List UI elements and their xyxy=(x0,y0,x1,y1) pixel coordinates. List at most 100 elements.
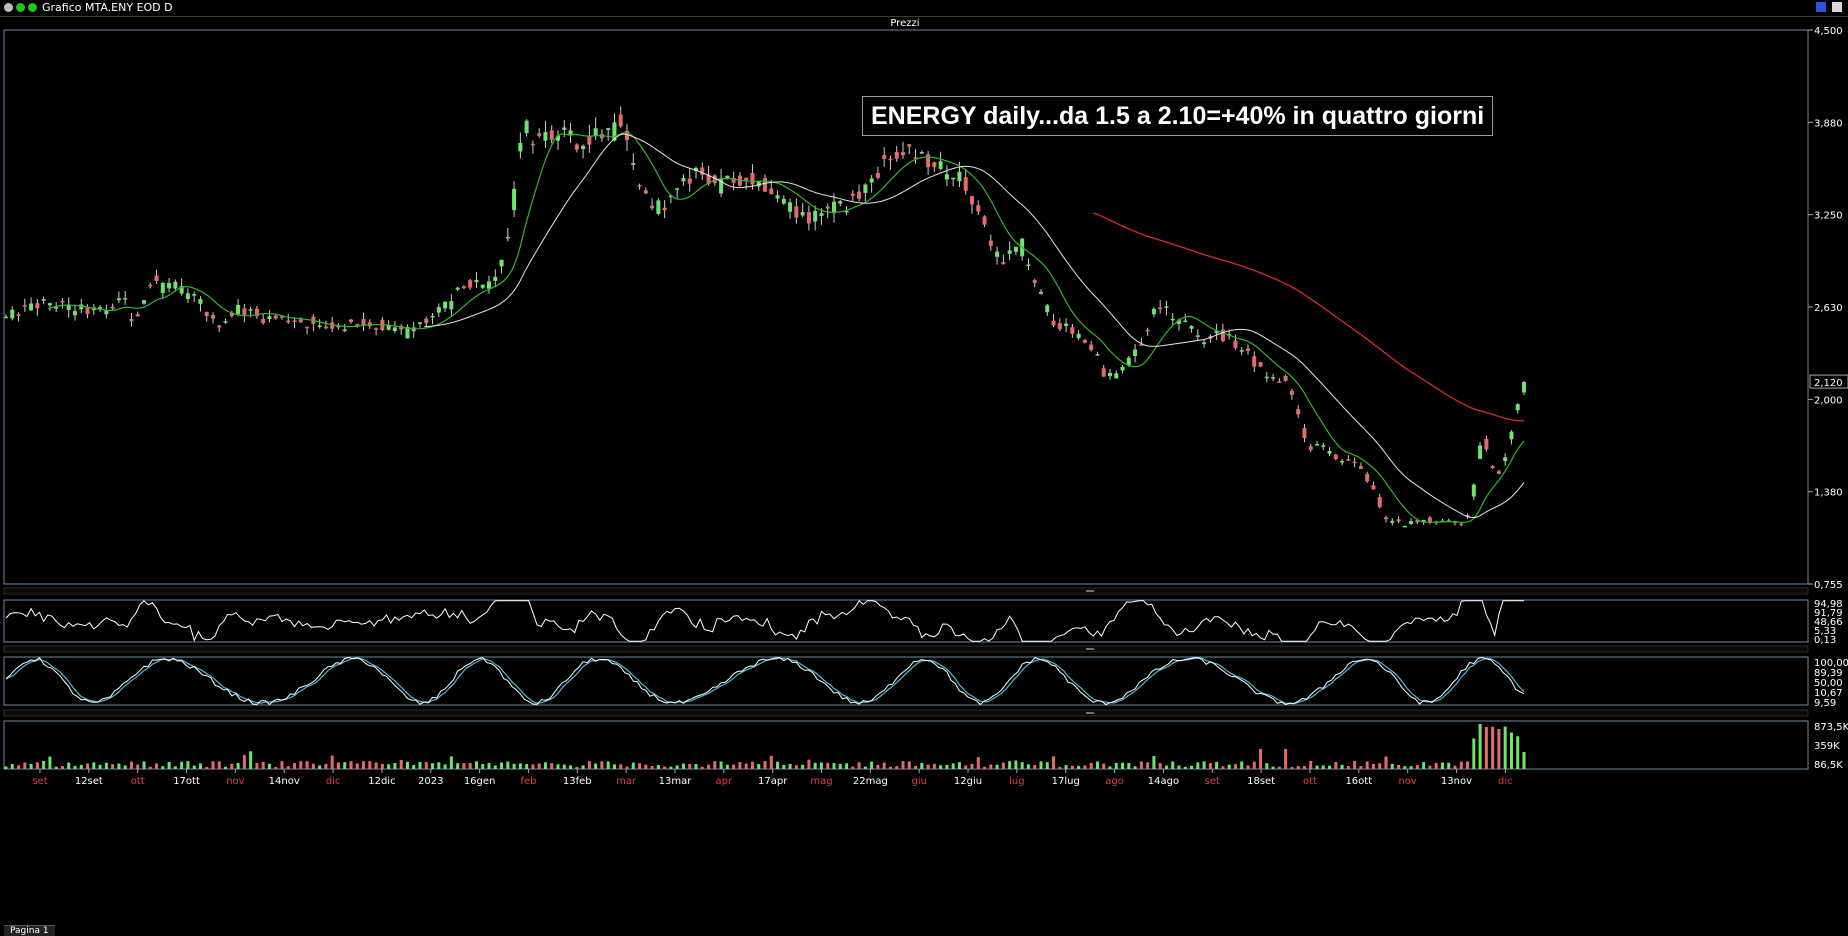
volume-bar xyxy=(1428,765,1432,769)
candle xyxy=(1478,445,1483,459)
volume-bar xyxy=(1058,766,1062,769)
x-tick-label: ott xyxy=(131,776,145,787)
volume-bar xyxy=(1164,765,1168,769)
volume-bar xyxy=(1353,761,1357,769)
candle xyxy=(756,180,761,187)
restore-icon[interactable] xyxy=(1815,2,1826,12)
volume-tick-label: 86,5K xyxy=(1814,760,1843,771)
candle xyxy=(995,251,1000,257)
candle xyxy=(461,286,466,289)
candle xyxy=(1001,262,1006,265)
candle xyxy=(1057,323,1062,330)
candle xyxy=(1051,320,1056,326)
candle xyxy=(1484,438,1489,450)
candle xyxy=(788,202,793,212)
candle xyxy=(79,304,84,310)
candle xyxy=(198,299,203,304)
volume-bar xyxy=(801,764,805,769)
candle xyxy=(631,163,636,165)
volume-bar xyxy=(1422,762,1426,769)
candle xyxy=(1522,382,1526,393)
volume-bar xyxy=(318,765,322,769)
volume-bar xyxy=(1177,765,1181,769)
volume-bar xyxy=(681,763,685,769)
candle xyxy=(1496,471,1501,474)
candle xyxy=(888,158,893,161)
ma-long-line xyxy=(1093,212,1524,422)
volume-bar xyxy=(1183,766,1187,769)
volume-bar xyxy=(776,761,780,769)
x-tick-label: 12dic xyxy=(368,776,395,787)
candle xyxy=(85,307,90,314)
candle xyxy=(875,173,880,178)
volume-panel-frame xyxy=(3,720,1809,770)
rsi-panel-frame xyxy=(3,599,1809,643)
price-axis: 4,500 3,880 3,250 2,630 2,000 1,380 0,755 xyxy=(1808,26,1843,591)
candle xyxy=(217,325,222,328)
volume-bar xyxy=(362,761,366,769)
volume-bar xyxy=(211,761,215,769)
volume-bar xyxy=(631,762,635,769)
volume-bar xyxy=(23,762,27,769)
volume-bar xyxy=(939,765,943,769)
candle xyxy=(1177,320,1181,324)
volume-bar xyxy=(512,763,516,769)
candle xyxy=(907,144,912,147)
candle xyxy=(581,145,586,150)
volume-bar xyxy=(550,763,554,769)
volume-bar xyxy=(462,763,466,769)
candle xyxy=(1352,461,1357,464)
volume-bar xyxy=(1190,765,1194,769)
status-green-icon-2[interactable] xyxy=(28,3,37,12)
candle xyxy=(298,319,303,323)
volume-bar xyxy=(870,761,874,769)
volume-bar xyxy=(104,762,108,769)
volume-bar xyxy=(757,764,761,769)
candle xyxy=(938,161,943,169)
candle xyxy=(1459,523,1464,526)
volume-bar xyxy=(35,762,39,769)
rsi-line xyxy=(5,600,1524,642)
price-tick-label: 2,000 xyxy=(1814,395,1843,406)
volume-bar xyxy=(1497,728,1501,769)
candle xyxy=(261,319,266,324)
x-tick-label: lug xyxy=(1009,776,1024,787)
volume-tick-label: 873,5K xyxy=(1814,722,1848,733)
status-green-icon[interactable] xyxy=(16,3,25,12)
volume-bar xyxy=(506,761,510,769)
candle xyxy=(1170,318,1175,321)
volume-bar xyxy=(1334,762,1338,769)
page-tab[interactable]: Pagina 1 xyxy=(4,925,55,936)
candle xyxy=(1076,333,1081,339)
window-menu-icon[interactable] xyxy=(4,3,13,12)
candle xyxy=(1133,349,1138,356)
candle xyxy=(1214,330,1219,334)
candle xyxy=(712,175,717,184)
candle xyxy=(825,206,830,209)
candle xyxy=(47,303,52,306)
volume-bar xyxy=(330,755,334,769)
volume-bar xyxy=(136,764,140,769)
volume-bar xyxy=(180,761,184,769)
candle xyxy=(919,151,924,154)
volume-bar xyxy=(1415,765,1419,769)
candle xyxy=(612,122,617,141)
volume-bar xyxy=(794,765,798,769)
candle xyxy=(694,167,698,172)
candle xyxy=(1070,327,1075,334)
candle xyxy=(436,307,441,313)
volume-bar xyxy=(1095,761,1099,769)
x-tick-label: 13mar xyxy=(659,776,693,787)
volume-bar xyxy=(1171,761,1175,769)
candle xyxy=(1302,428,1307,438)
candle xyxy=(4,316,8,319)
volume-bar xyxy=(882,762,886,769)
volume-bar xyxy=(1397,764,1401,769)
candle xyxy=(1289,390,1294,395)
candle xyxy=(10,309,15,319)
maximize-icon[interactable] xyxy=(1832,2,1842,12)
candle xyxy=(104,310,109,315)
volume-bar xyxy=(1026,764,1030,769)
volume-bar xyxy=(750,761,754,769)
